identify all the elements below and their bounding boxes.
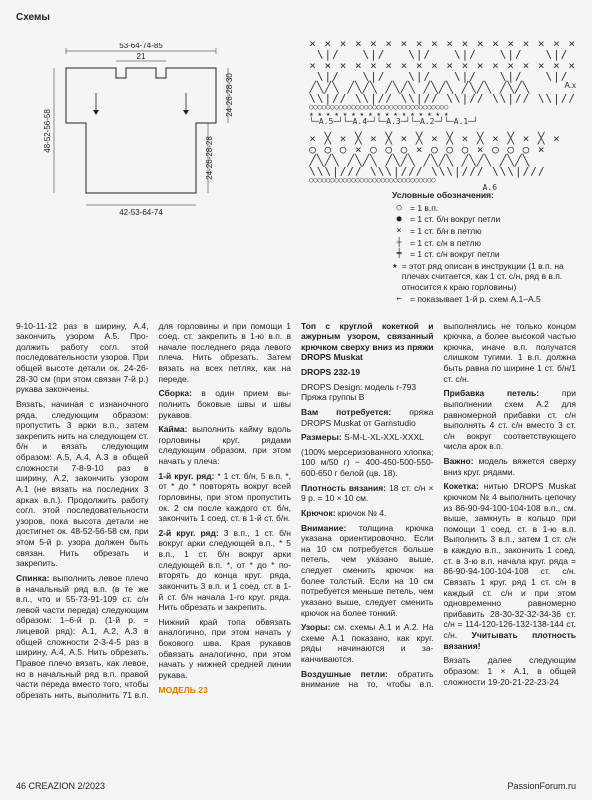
page-number: 46 CREAZION 2/2023 bbox=[16, 781, 105, 792]
garment-schematic: 53-64-74-85 21 48-52-56-58 24-26-28-30 2… bbox=[36, 43, 236, 223]
model-title: Топ с круглой кокеткой и ажурным узором,… bbox=[301, 321, 434, 364]
left-measure: 48-52-56-58 bbox=[43, 108, 52, 152]
p2: Вязать, начиная с изнаноч­ного ряда, сле… bbox=[16, 399, 149, 569]
p8: Нижний край топа обвязать аналогично, пр… bbox=[159, 617, 292, 681]
legend-block: Условные обозначения: ○= 1 в.п. ●= 1 ст.… bbox=[392, 190, 582, 305]
text-columns: 9-10-11-12 раз в ширину, A.4, закончить … bbox=[16, 321, 576, 701]
legend-title: Условные обозначения: bbox=[392, 190, 582, 201]
bottom-measure: 42-53-64-74 bbox=[119, 208, 163, 217]
p1: 9-10-11-12 раз в ширину, A.4, закончить … bbox=[16, 321, 149, 395]
top-measure: 53-64-74-85 bbox=[119, 43, 163, 50]
right-measure-bottom: 24-26-28-28 bbox=[205, 135, 214, 179]
crochet-chart: × × × × × × × × × × × × × × × × × × \|/ … bbox=[309, 31, 576, 199]
right-measure-top: 24-26-28-30 bbox=[225, 72, 234, 116]
header-label: Схемы bbox=[16, 12, 576, 25]
model-label: МОДЕЛЬ 23 bbox=[159, 685, 292, 696]
ax-label: A.x bbox=[564, 81, 576, 91]
site-watermark: PassionForum.ru bbox=[507, 781, 576, 792]
neck-measure: 21 bbox=[137, 52, 146, 61]
footer: 46 CREAZION 2/2023 PassionForum.ru bbox=[16, 781, 576, 792]
